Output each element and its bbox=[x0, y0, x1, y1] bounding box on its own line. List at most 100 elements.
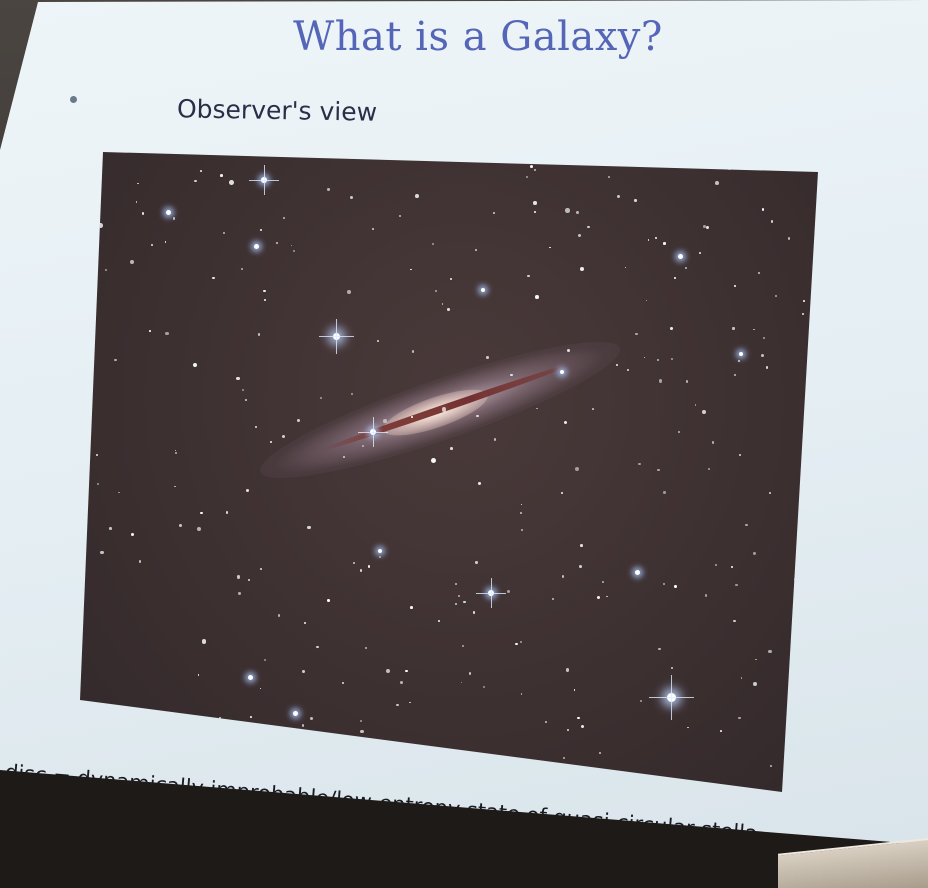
star bbox=[545, 721, 547, 724]
star bbox=[482, 685, 486, 689]
star bbox=[755, 658, 757, 661]
star bbox=[136, 182, 139, 185]
star bbox=[193, 362, 198, 367]
star bbox=[768, 649, 772, 654]
star bbox=[687, 726, 689, 729]
star bbox=[738, 717, 741, 720]
bright-star bbox=[165, 209, 171, 215]
star bbox=[534, 210, 537, 213]
star bbox=[658, 647, 661, 650]
star bbox=[575, 467, 580, 472]
star bbox=[411, 415, 414, 418]
star bbox=[350, 195, 354, 199]
star bbox=[578, 234, 582, 238]
star bbox=[197, 674, 200, 676]
star bbox=[238, 592, 241, 595]
star bbox=[222, 232, 225, 235]
star bbox=[277, 613, 281, 617]
star bbox=[283, 216, 285, 219]
star bbox=[149, 330, 151, 332]
star bbox=[142, 212, 145, 215]
star bbox=[752, 681, 758, 687]
star bbox=[455, 583, 457, 585]
star bbox=[510, 374, 513, 377]
star bbox=[441, 407, 447, 412]
star bbox=[715, 180, 720, 185]
star bbox=[708, 468, 710, 471]
star bbox=[301, 724, 305, 727]
star bbox=[378, 555, 382, 559]
star bbox=[250, 715, 253, 718]
star bbox=[703, 224, 706, 228]
star bbox=[415, 193, 419, 198]
star bbox=[535, 407, 538, 410]
star bbox=[769, 492, 771, 495]
bullet-marker bbox=[70, 96, 77, 103]
star bbox=[383, 419, 388, 424]
star bbox=[493, 438, 497, 441]
star bbox=[616, 195, 620, 199]
star bbox=[602, 581, 604, 583]
star bbox=[578, 565, 582, 569]
star bbox=[179, 524, 183, 527]
star bbox=[359, 720, 362, 722]
star bbox=[100, 550, 104, 555]
star bbox=[533, 201, 537, 205]
star bbox=[130, 260, 135, 264]
star bbox=[731, 566, 733, 569]
star bbox=[130, 533, 134, 536]
star bbox=[520, 693, 523, 695]
star bbox=[259, 687, 262, 690]
star bbox=[740, 677, 743, 679]
star bbox=[248, 579, 251, 582]
star bbox=[264, 658, 267, 662]
star bbox=[579, 267, 585, 272]
star bbox=[639, 699, 643, 702]
star bbox=[263, 289, 267, 293]
star bbox=[211, 276, 215, 280]
star bbox=[118, 491, 120, 494]
star bbox=[151, 243, 153, 246]
slide-title: What is a Galaxy? bbox=[293, 14, 663, 60]
star bbox=[350, 393, 353, 396]
star bbox=[97, 482, 100, 485]
star bbox=[552, 598, 555, 600]
star bbox=[658, 379, 663, 383]
edge-on-galaxy bbox=[250, 319, 630, 501]
star bbox=[519, 641, 522, 644]
star bbox=[410, 606, 413, 609]
bright-star bbox=[634, 569, 640, 575]
star bbox=[255, 426, 258, 429]
star bbox=[745, 524, 748, 527]
star bbox=[241, 388, 244, 391]
star bbox=[735, 583, 739, 587]
star bbox=[662, 582, 665, 585]
star bbox=[592, 407, 595, 410]
star bbox=[670, 666, 674, 670]
star bbox=[218, 716, 222, 720]
star bbox=[615, 363, 619, 367]
star-spike bbox=[263, 165, 265, 195]
star bbox=[677, 431, 681, 434]
star bbox=[562, 756, 566, 759]
star bbox=[493, 212, 495, 215]
star bbox=[193, 179, 197, 183]
star bbox=[733, 619, 737, 623]
star bbox=[606, 595, 609, 598]
star bbox=[109, 527, 112, 530]
star bbox=[634, 199, 637, 202]
star bbox=[535, 295, 539, 299]
star bbox=[276, 242, 278, 244]
star bbox=[139, 560, 142, 563]
star bbox=[400, 680, 403, 684]
star bbox=[478, 482, 481, 485]
star bbox=[367, 565, 371, 568]
star-spike bbox=[490, 578, 492, 608]
star bbox=[236, 376, 241, 381]
star bbox=[803, 299, 806, 302]
star bbox=[769, 764, 773, 768]
star bbox=[309, 716, 313, 720]
star bbox=[761, 208, 765, 212]
